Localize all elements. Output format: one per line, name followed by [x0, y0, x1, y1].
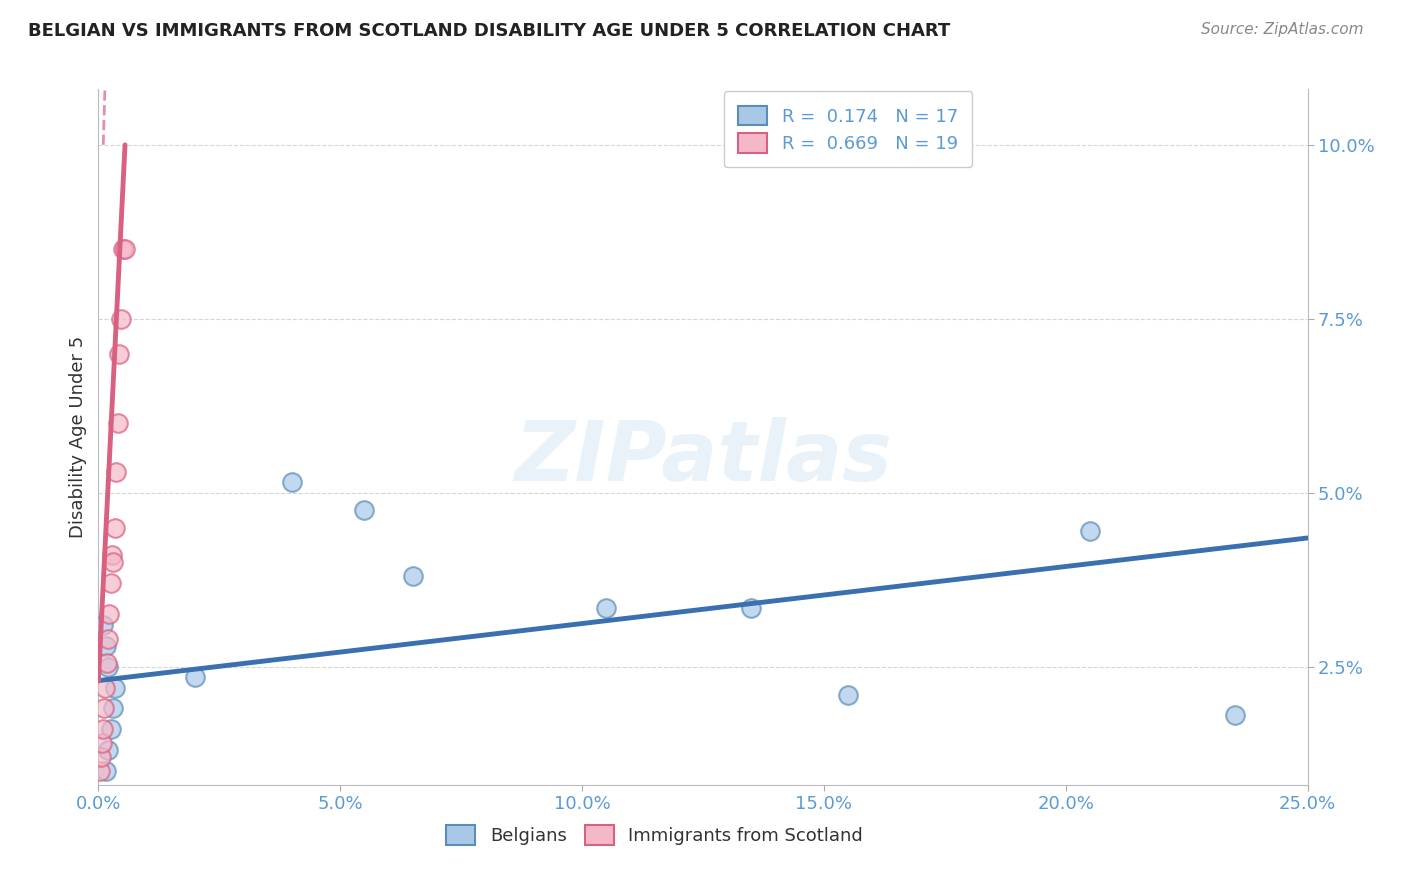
Legend: Belgians, Immigrants from Scotland: Belgians, Immigrants from Scotland [439, 818, 870, 853]
Text: Source: ZipAtlas.com: Source: ZipAtlas.com [1201, 22, 1364, 37]
Point [91, 723, 114, 737]
Y-axis label: Disability Age Under 5: Disability Age Under 5 [69, 336, 87, 538]
Point [402, 569, 425, 583]
Point [91, 618, 114, 632]
Point [1223, 708, 1246, 723]
Point [89, 764, 111, 778]
Point [114, 242, 136, 256]
Point [108, 346, 131, 360]
Point [740, 600, 762, 615]
Point [281, 475, 304, 490]
Point [97, 743, 120, 757]
Point [94, 639, 117, 653]
Point [837, 688, 859, 702]
Point [93, 701, 115, 715]
Point [595, 600, 617, 615]
Point [353, 503, 375, 517]
Text: BELGIAN VS IMMIGRANTS FROM SCOTLAND DISABILITY AGE UNDER 5 CORRELATION CHART: BELGIAN VS IMMIGRANTS FROM SCOTLAND DISA… [28, 22, 950, 40]
Point [100, 576, 122, 591]
Point [1078, 524, 1101, 538]
Point [97, 632, 120, 646]
Point [100, 723, 122, 737]
Point [103, 555, 125, 569]
Point [104, 520, 127, 534]
Point [94, 681, 117, 695]
Point [101, 549, 124, 563]
Point [110, 311, 132, 326]
Point [184, 670, 207, 684]
Point [98, 607, 121, 622]
Point [91, 736, 114, 750]
Point [97, 659, 120, 673]
Point [101, 701, 124, 715]
Point [107, 416, 129, 430]
Point [94, 764, 117, 778]
Point [96, 657, 118, 671]
Point [104, 681, 127, 695]
Point [90, 750, 112, 764]
Text: ZIPatlas: ZIPatlas [515, 417, 891, 499]
Point [105, 465, 128, 479]
Point [111, 242, 134, 256]
